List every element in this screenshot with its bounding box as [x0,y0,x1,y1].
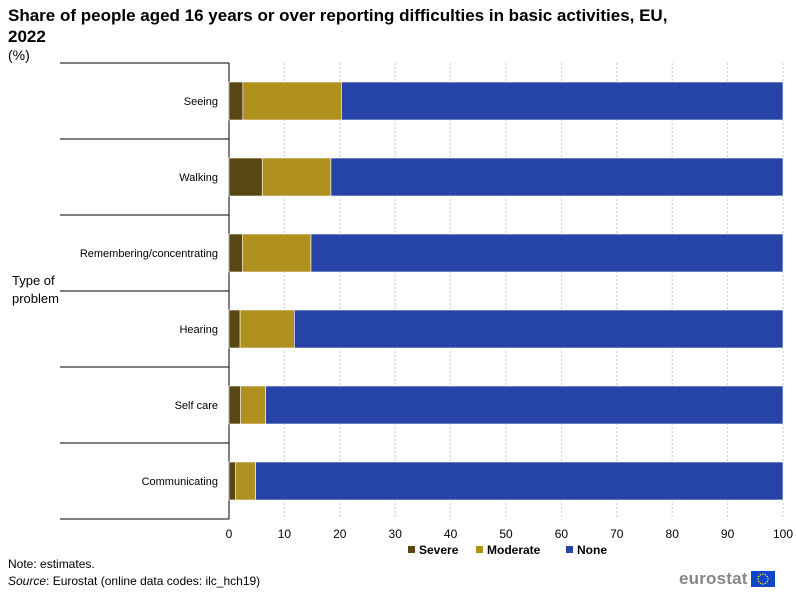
legend-label: Severe [419,543,459,557]
legend-swatch [566,546,573,553]
bar-segment [242,81,342,121]
bar-segment [294,309,784,349]
x-tick-label: 60 [555,527,569,541]
bar-segment [261,157,332,197]
bar-segment [240,385,266,425]
bar-segment [228,461,236,501]
category-label: Walking [179,172,218,184]
x-tick-label: 50 [499,527,513,541]
bar-segment [235,461,256,501]
source-detail: : Eurostat (online data codes: ilc_hch19… [46,574,261,588]
x-tick-label: 30 [389,527,403,541]
x-tick-label: 90 [721,527,735,541]
bar-segment [241,233,312,273]
category-label: Communicating [142,476,218,488]
bar-segment [228,309,241,349]
x-tick-label: 0 [226,527,233,541]
x-tick-label: 40 [444,527,458,541]
x-tick-label: 80 [666,527,680,541]
note-text: Note: estimates. [8,557,95,571]
x-tick-label: 100 [773,527,793,541]
x-tick-label: 20 [333,527,347,541]
bar-segment [341,81,784,121]
category-label: Seeing [184,96,218,108]
category-label: Self care [175,400,218,412]
bar-segment [228,385,241,425]
unit-label: (%) [8,47,30,63]
eurostat-logo: eurostat [679,569,775,589]
x-tick-label: 70 [610,527,624,541]
legend-swatch [476,546,483,553]
bar-segment [330,157,784,197]
eu-flag-icon [750,571,775,587]
x-tick-label: 10 [278,527,292,541]
y-axis-title: Type of problem [12,273,59,306]
bar-segment [255,461,784,501]
source-text: Source: Eurostat (online data codes: ilc… [8,574,260,588]
category-label: Remembering/concentrating [80,248,218,260]
legend-label: None [577,543,607,557]
logo-text: eurostat [679,569,748,588]
source-label: Source [8,574,47,588]
legend-label: Moderate [487,543,541,557]
bar-segment [228,233,243,273]
bar-segment [228,157,263,197]
category-label: Hearing [179,324,218,336]
chart-title: Share of people aged 16 years or over re… [8,6,668,46]
bar-segment [228,81,244,121]
legend-swatch [408,546,415,553]
bar-segment [265,385,784,425]
bar-segment [239,309,295,349]
bar-segment [310,233,784,273]
